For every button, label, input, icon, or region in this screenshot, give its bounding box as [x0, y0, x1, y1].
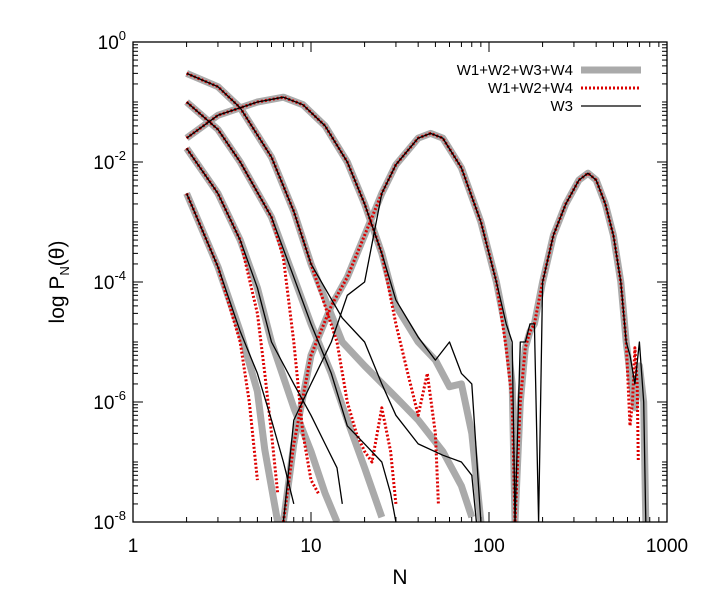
series-2-curve	[185, 192, 259, 481]
series-3-curve	[186, 72, 478, 522]
series-3	[186, 72, 647, 522]
series-3-curve	[186, 101, 397, 522]
series-3-curve	[186, 193, 295, 505]
series-3-curve	[282, 132, 516, 522]
series-3-curve	[186, 147, 343, 504]
series-1-curve	[184, 99, 386, 519]
series-2-curve	[513, 171, 640, 522]
x-tick-label: 1000	[646, 536, 688, 557]
plot-frame	[132, 41, 668, 523]
series-1-curve	[183, 192, 282, 522]
y-tick-label: 10-8	[93, 508, 126, 534]
x-tick-labels: 1 10 100 1000	[128, 536, 688, 557]
series-3-curve	[514, 172, 647, 522]
y-tick-labels: 100 10-2 10-4 10-6 10-8	[93, 28, 126, 534]
y-axis-label-sub: N	[57, 266, 72, 275]
x-tick-label: 1	[128, 536, 139, 557]
axis-ticks	[132, 42, 667, 523]
series-layer	[183, 70, 650, 522]
y-tick-label: 100	[98, 28, 126, 54]
y-tick-label: 10-6	[93, 388, 126, 414]
legend-label: W1+W2+W4	[488, 80, 573, 97]
legend-label: W3	[551, 98, 574, 115]
x-tick-label: 100	[473, 536, 505, 557]
x-tick-label: 10	[300, 536, 321, 557]
y-tick-label: 10-4	[93, 268, 126, 294]
x-axis-label: N	[392, 566, 407, 589]
y-axis-label-suffix: (θ)	[46, 241, 69, 267]
y-axis-label-main: log P	[46, 276, 69, 324]
y-axis-label: log PN(θ)	[46, 241, 72, 324]
y-tick-label: 10-2	[93, 148, 126, 174]
legend-label: W1+W2+W3+W4	[457, 62, 573, 79]
series-3-curve	[186, 96, 482, 522]
